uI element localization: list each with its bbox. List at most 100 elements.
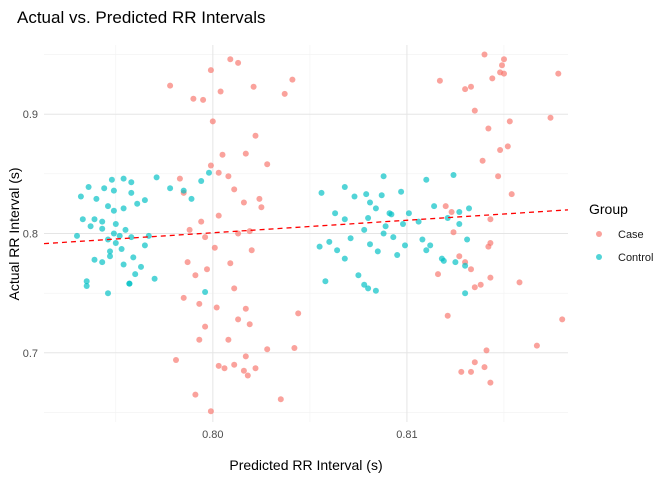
point-control bbox=[107, 248, 113, 255]
point-case bbox=[436, 77, 443, 84]
point-case bbox=[291, 345, 298, 351]
point-control bbox=[87, 223, 94, 230]
point-case bbox=[485, 243, 492, 250]
point-case bbox=[489, 75, 496, 82]
point-case bbox=[215, 212, 222, 219]
point-control bbox=[120, 205, 127, 212]
point-control bbox=[398, 188, 405, 195]
point-control bbox=[105, 290, 111, 297]
point-control bbox=[450, 172, 457, 178]
point-case bbox=[196, 336, 203, 343]
point-case bbox=[289, 76, 296, 83]
point-control bbox=[440, 257, 447, 264]
point-case bbox=[167, 82, 174, 89]
point-case bbox=[202, 234, 209, 241]
point-case bbox=[248, 247, 255, 254]
point-control bbox=[110, 187, 117, 194]
y-tick-label: 0.7 bbox=[23, 348, 38, 360]
point-case bbox=[258, 204, 265, 211]
point-case bbox=[217, 88, 224, 95]
point-control bbox=[74, 232, 80, 239]
data-points bbox=[74, 51, 566, 415]
point-case bbox=[501, 56, 507, 63]
point-case bbox=[462, 86, 469, 93]
point-case bbox=[202, 323, 209, 330]
point-control bbox=[132, 271, 139, 278]
point-control bbox=[128, 179, 135, 186]
point-control bbox=[361, 226, 368, 233]
point-case bbox=[192, 272, 199, 279]
point-case bbox=[481, 364, 488, 371]
point-case bbox=[190, 95, 197, 102]
point-control bbox=[122, 226, 129, 233]
point-control bbox=[83, 283, 90, 289]
point-control bbox=[456, 209, 463, 215]
point-control bbox=[167, 185, 174, 192]
point-case bbox=[235, 59, 242, 66]
point-case bbox=[250, 83, 257, 90]
point-case bbox=[246, 228, 253, 235]
point-control bbox=[134, 200, 141, 207]
point-case bbox=[468, 83, 474, 90]
point-control bbox=[118, 246, 125, 252]
point-control bbox=[386, 210, 393, 217]
point-case bbox=[244, 372, 251, 379]
legend-title: Group bbox=[589, 201, 628, 217]
y-axis-title: Actual RR Interval (s) bbox=[6, 167, 22, 300]
point-control bbox=[112, 240, 119, 246]
point-control bbox=[112, 221, 119, 227]
point-case bbox=[207, 67, 214, 74]
point-case bbox=[264, 346, 271, 353]
point-control bbox=[153, 174, 160, 181]
point-case bbox=[235, 230, 242, 237]
point-control bbox=[365, 215, 372, 221]
legend-swatch-case bbox=[596, 231, 602, 237]
point-case bbox=[495, 173, 502, 180]
point-control bbox=[334, 247, 341, 254]
x-axis-ticks: 0.80 0.81 bbox=[202, 429, 417, 441]
point-case bbox=[176, 175, 183, 182]
point-case bbox=[192, 391, 199, 398]
point-control bbox=[180, 187, 187, 194]
x-tick-label: 0.80 bbox=[202, 429, 223, 441]
point-case bbox=[246, 321, 253, 328]
point-control bbox=[431, 203, 438, 210]
point-control bbox=[402, 242, 408, 249]
point-case bbox=[235, 316, 242, 323]
point-control bbox=[141, 242, 148, 249]
point-control bbox=[464, 236, 471, 243]
point-control bbox=[378, 192, 385, 199]
point-case bbox=[487, 274, 494, 281]
point-control bbox=[188, 195, 195, 202]
point-control bbox=[198, 178, 205, 184]
point-case bbox=[242, 353, 249, 360]
point-control bbox=[341, 216, 348, 223]
point-control bbox=[390, 234, 397, 241]
legend-label-case: Case bbox=[618, 229, 644, 241]
point-case bbox=[516, 279, 523, 286]
point-control bbox=[372, 205, 379, 212]
point-case bbox=[252, 365, 259, 372]
point-control bbox=[341, 184, 348, 190]
point-case bbox=[533, 342, 540, 349]
point-case bbox=[242, 150, 249, 157]
point-case bbox=[231, 186, 238, 193]
point-case bbox=[207, 162, 214, 169]
point-case bbox=[555, 70, 562, 77]
point-control bbox=[405, 210, 412, 217]
point-case bbox=[204, 266, 210, 273]
point-control bbox=[374, 248, 381, 255]
point-control bbox=[108, 176, 115, 183]
point-case bbox=[173, 357, 179, 363]
chart-title: Actual vs. Predicted RR Intervals bbox=[17, 8, 265, 27]
point-control bbox=[110, 207, 117, 214]
point-case bbox=[458, 368, 465, 375]
point-control bbox=[365, 285, 372, 292]
point-case bbox=[209, 118, 216, 125]
point-control bbox=[380, 173, 387, 180]
point-control bbox=[128, 189, 135, 196]
point-control bbox=[107, 253, 113, 260]
point-control bbox=[79, 216, 86, 223]
point-case bbox=[456, 253, 463, 260]
point-control bbox=[105, 203, 111, 210]
